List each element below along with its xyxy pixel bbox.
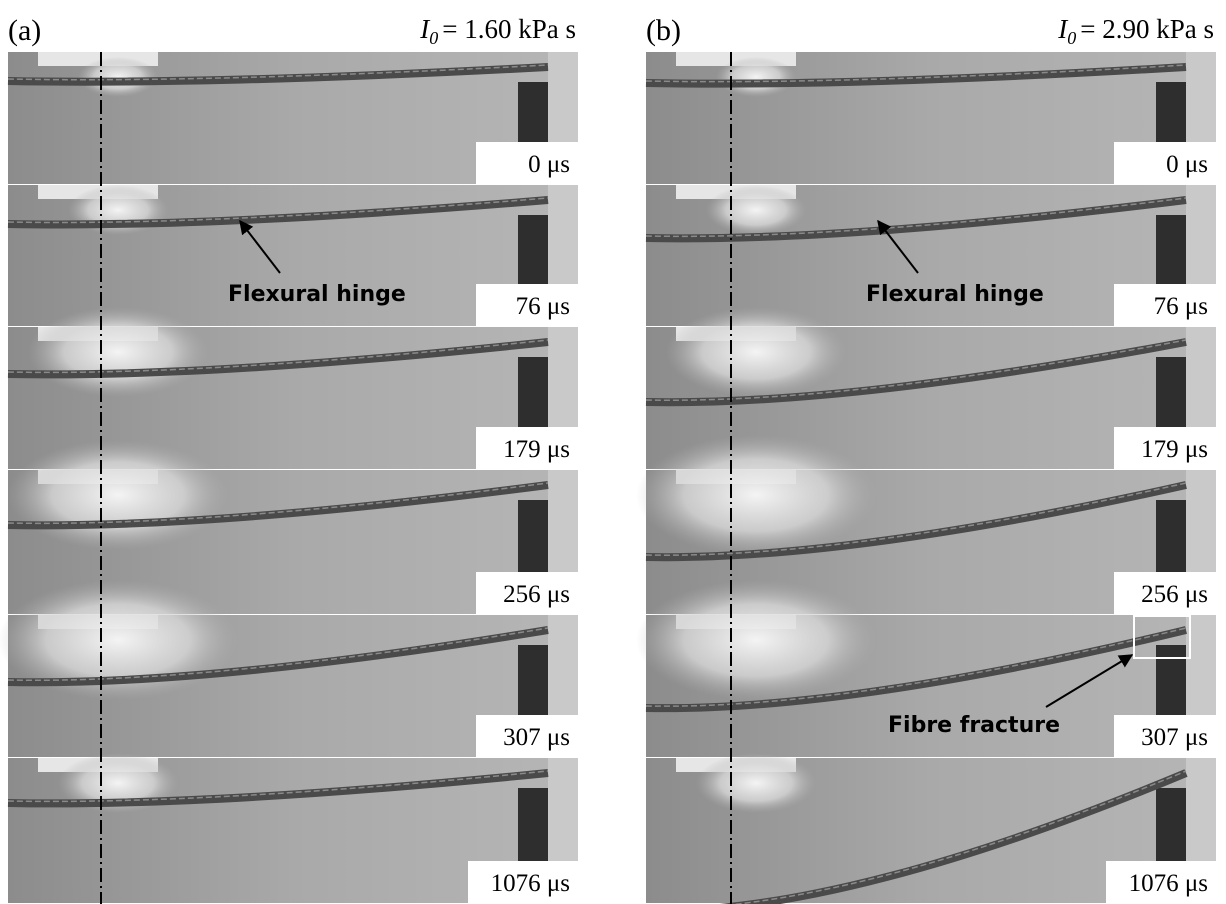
blast-cloud bbox=[666, 307, 846, 397]
figure: (a) I0= 1.60 kPa s 0 μs 76 μs Flexural hinge… bbox=[0, 0, 1226, 904]
frame: 1076 μs bbox=[8, 753, 578, 903]
blast-cloud bbox=[8, 440, 228, 550]
annotation: Flexural hinge bbox=[228, 282, 406, 307]
blast-cloud bbox=[28, 307, 208, 397]
time-label: 307 μs bbox=[503, 724, 570, 751]
impulse-text: = 2.90 kPa s bbox=[1080, 14, 1214, 44]
panel: (a) I0= 1.60 kPa s 0 μs 76 μs Flexural hinge… bbox=[0, 14, 578, 904]
impulse-subscript: 0 bbox=[429, 28, 438, 48]
time-label: 1076 μs bbox=[491, 870, 570, 897]
time-label: 256 μs bbox=[1141, 581, 1208, 608]
frame: 76 μs Flexural hinge bbox=[8, 185, 578, 326]
time-label: 307 μs bbox=[1141, 724, 1208, 751]
blast-cloud bbox=[636, 580, 876, 700]
blast-cloud bbox=[78, 57, 158, 97]
time-label: 76 μs bbox=[1154, 293, 1208, 320]
time-label: 256 μs bbox=[503, 581, 570, 608]
time-label: 0 μs bbox=[1166, 151, 1208, 178]
impulse-label: I0= 2.90 kPa s bbox=[1057, 14, 1214, 48]
frame: 0 μs bbox=[8, 52, 578, 184]
time-label: 76 μs bbox=[516, 293, 570, 320]
impulse-text: = 1.60 kPa s bbox=[442, 14, 576, 44]
blast-cloud bbox=[716, 57, 796, 97]
blast-cloud bbox=[706, 185, 806, 235]
time-label: 179 μs bbox=[1141, 436, 1208, 463]
impulse-label: I0= 1.60 kPa s bbox=[419, 14, 576, 48]
annotation: Fibre fracture bbox=[888, 713, 1060, 738]
panel-label: (b) bbox=[646, 14, 681, 47]
panel: (b) I0= 2.90 kPa s 0 μs 76 μs Flexural hinge… bbox=[636, 14, 1216, 904]
annotation: Flexural hinge bbox=[866, 282, 1044, 307]
time-label: 1076 μs bbox=[1129, 870, 1208, 897]
impulse-subscript: 0 bbox=[1067, 28, 1076, 48]
time-label: 179 μs bbox=[503, 436, 570, 463]
time-label: 0 μs bbox=[528, 151, 570, 178]
blast-cloud bbox=[696, 753, 816, 813]
panel-label: (a) bbox=[8, 14, 41, 47]
blast-cloud bbox=[636, 435, 876, 555]
